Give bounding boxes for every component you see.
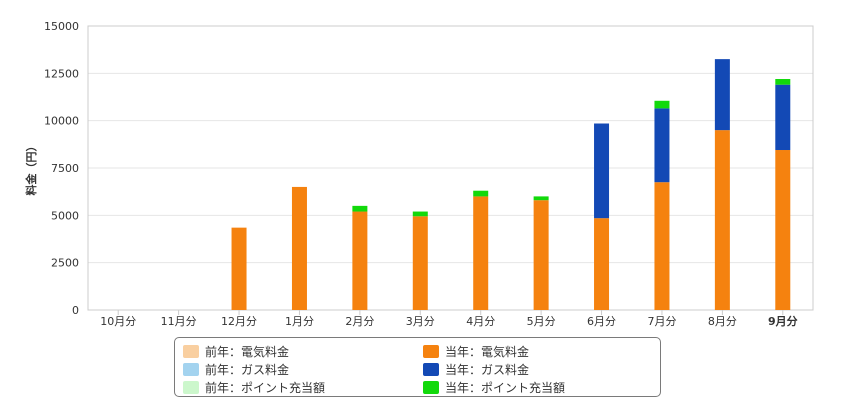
bar-segment[interactable]: [775, 79, 791, 85]
legend-swatch: [423, 362, 439, 376]
x-tick-label: 2月分: [345, 315, 374, 328]
bar-segment[interactable]: [775, 84, 791, 151]
y-tick-label: 7500: [51, 162, 79, 175]
x-tick-label: 5月分: [527, 315, 556, 328]
legend-swatch: [183, 362, 199, 376]
legend-swatch: [183, 344, 199, 358]
bar-segment[interactable]: [714, 59, 730, 131]
x-tick-label: 12月分: [221, 315, 257, 328]
x-tick-label: 11月分: [161, 315, 197, 328]
bar-segment[interactable]: [654, 100, 670, 109]
x-tick-label: 6月分: [587, 315, 616, 328]
legend-swatch: [183, 380, 199, 394]
bar-segment[interactable]: [412, 216, 428, 310]
legend-item[interactable]: 当年：ポイント充当額: [423, 379, 565, 395]
bar-segment[interactable]: [594, 123, 610, 219]
bar-segment[interactable]: [714, 130, 730, 310]
y-tick-label: 10000: [44, 115, 79, 128]
bar-segment[interactable]: [594, 218, 610, 310]
y-tick-label: 5000: [51, 209, 79, 222]
bar-segment[interactable]: [352, 211, 368, 310]
legend-swatch: [423, 344, 439, 358]
y-axis-label: 料金（円）: [24, 141, 38, 196]
bar-segment[interactable]: [352, 205, 368, 212]
chart-legend: 前年：電気料金 当年：電気料金 前年：ガス料金 当年：ガス料金 前年：ポイント充…: [174, 337, 661, 397]
legend-label: 前年：電気料金: [205, 344, 290, 359]
legend-item[interactable]: 前年：ガス料金: [183, 361, 289, 377]
legend-label: 当年：電気料金: [445, 344, 530, 359]
bar-segment[interactable]: [231, 227, 247, 310]
legend-item[interactable]: 前年：ポイント充当額: [183, 379, 325, 395]
bar-segment[interactable]: [473, 196, 489, 310]
x-tick-label: 9月分: [768, 314, 798, 328]
y-tick-label: 15000: [44, 20, 79, 33]
x-tick-label: 4月分: [466, 315, 495, 328]
x-tick-label: 1月分: [285, 315, 314, 328]
y-tick-label: 12500: [44, 67, 79, 80]
y-axis-ticks: 0 2500 5000 7500 10000 12500 15000: [44, 20, 79, 317]
legend-label: 当年：ガス料金: [445, 362, 530, 377]
y-tick-label: 0: [72, 304, 79, 317]
bar-segment[interactable]: [533, 200, 549, 310]
legend-label: 前年：ポイント充当額: [205, 380, 326, 395]
legend-item[interactable]: 当年：電気料金: [423, 343, 529, 359]
legend-swatch: [423, 380, 439, 394]
bar-segment[interactable]: [654, 108, 670, 183]
bar-segment[interactable]: [473, 190, 489, 197]
grid-lines: [88, 72, 813, 264]
legend-label: 前年：ガス料金: [205, 362, 290, 377]
bar-segment[interactable]: [533, 196, 549, 201]
legend-item[interactable]: 前年：電気料金: [183, 343, 289, 359]
y-tick-label: 2500: [51, 257, 79, 270]
bar-segment[interactable]: [291, 186, 307, 310]
x-tick-label: 10月分: [100, 315, 136, 328]
usage-chart: 0 2500 5000 7500 10000 12500 15000 10月分 11月分 12月…: [24, 20, 814, 328]
legend-label: 当年：ポイント充当額: [445, 380, 566, 395]
x-tick-label: 3月分: [406, 315, 435, 328]
x-tick-label: 7月分: [647, 315, 676, 328]
x-axis-ticks: 10月分 11月分 12月分 1月分 2月分 3月分 4月分 5月分 6月分 7月分 8月分 9月分: [100, 310, 798, 328]
bar-layer: [231, 59, 791, 310]
bar-segment[interactable]: [654, 182, 670, 310]
legend-item[interactable]: 当年：ガス料金: [423, 361, 529, 377]
x-tick-label: 8月分: [708, 315, 737, 328]
bar-segment[interactable]: [775, 150, 791, 310]
bar-segment[interactable]: [412, 211, 428, 217]
plot-area-border: [87, 25, 814, 311]
